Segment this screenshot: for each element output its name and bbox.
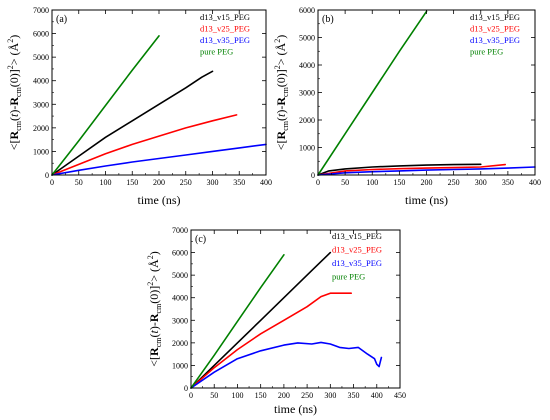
x-tick-label: 250 xyxy=(180,178,192,187)
x-axis-title: time (ns) xyxy=(405,193,448,207)
panel-c: 0 50 100 150 200 250 300 350 400 450 0 1000 2000 3000… xyxy=(146,226,406,416)
x-tick-label: 200 xyxy=(153,178,165,187)
x-tick-label: 300 xyxy=(475,178,487,187)
x-tick-label: 0 xyxy=(50,178,54,187)
legend-entry: pure PEG xyxy=(332,272,365,282)
y-tick-label: 4000 xyxy=(33,77,49,86)
series-line-pure-peg xyxy=(317,10,428,176)
y-tick-label: 7000 xyxy=(33,6,49,15)
x-tick-label: 150 xyxy=(255,391,267,400)
y-tick-label: 4000 xyxy=(299,61,315,70)
y-tick-label: 0 xyxy=(45,171,49,180)
x-tick-label: 200 xyxy=(278,391,290,400)
x-tick-label: 50 xyxy=(210,391,218,400)
y-tick-label: 6000 xyxy=(172,249,188,258)
legend-entry: d13_v15_PEG xyxy=(470,12,520,22)
y-tick-label: 3000 xyxy=(299,89,315,98)
series-line-d13-v15-peg xyxy=(317,163,482,176)
x-tick-label: 200 xyxy=(421,178,433,187)
y-tick-label: 1000 xyxy=(299,144,315,153)
x-tick-label: 100 xyxy=(100,178,112,187)
legend-entry: d13_v35_PEG xyxy=(200,35,250,45)
legend-entry: d13_v25_PEG xyxy=(470,24,520,34)
x-tick-label: 50 xyxy=(341,178,349,187)
y-tick-label: 2000 xyxy=(299,116,315,125)
x-tick-label: 450 xyxy=(394,391,406,400)
panel-a: 0 50 100 150 200 250 300 350 4000100020003000400… xyxy=(6,6,272,207)
x-tick-label: 150 xyxy=(393,178,405,187)
y-tick-label: 0 xyxy=(184,384,188,393)
series-line-pure-peg xyxy=(190,254,285,389)
series-line-d13-v35-peg xyxy=(190,341,383,389)
x-tick-label: 100 xyxy=(366,178,378,187)
series-line-d13-v15-peg xyxy=(51,70,214,176)
legend-entry: d13_v25_PEG xyxy=(200,24,250,34)
legend-entry: pure PEG xyxy=(200,47,233,57)
x-tick-label: 350 xyxy=(233,178,245,187)
series-line-d13-v35-peg xyxy=(317,166,536,176)
y-tick-label: 3000 xyxy=(33,100,49,109)
y-tick-label: 6000 xyxy=(299,6,315,15)
y-tick-label: 3000 xyxy=(172,316,188,325)
x-axis-title: time (ns) xyxy=(138,193,181,207)
x-tick-label: 250 xyxy=(448,178,460,187)
legend-entry: d13_v25_PEG xyxy=(332,245,382,255)
y-tick-label: 2000 xyxy=(172,339,188,348)
y-tick-label: 6000 xyxy=(33,30,49,39)
y-tick-label: 1000 xyxy=(33,147,49,156)
x-tick-label: 400 xyxy=(260,178,272,187)
panel-b: 0 50 100 150 200 250 300 350 4000100020003000400… xyxy=(273,6,541,207)
x-tick-label: 0 xyxy=(316,178,320,187)
y-tick-label: 7000 xyxy=(172,226,188,235)
y-tick-label: 4000 xyxy=(172,294,188,303)
x-tick-label: 300 xyxy=(324,391,336,400)
series-line-d13-v25-peg xyxy=(51,114,238,176)
x-tick-label: 100 xyxy=(231,391,243,400)
series-line-d13-v25-peg xyxy=(317,163,507,176)
x-tick-label: 300 xyxy=(207,178,219,187)
legend-entry: d13_v35_PEG xyxy=(470,35,520,45)
legend-entry: pure PEG xyxy=(470,47,503,57)
series-line-d13-v25-peg xyxy=(190,292,353,389)
x-tick-label: 400 xyxy=(529,178,541,187)
y-axis-title-a: <[Rcm(t)-Rcm(0)]2> (Å2) xyxy=(6,35,23,150)
legend-entry: d13_v35_PEG xyxy=(332,258,382,268)
x-axis-title: time (ns) xyxy=(274,402,317,416)
series-line-d13-v15-peg xyxy=(190,251,332,389)
series-line-pure-peg xyxy=(51,35,160,176)
y-tick-label: 1000 xyxy=(172,361,188,370)
y-tick-label: 5000 xyxy=(299,34,315,43)
panel-label: (b) xyxy=(322,14,334,25)
legend-entry: d13_v15_PEG xyxy=(332,231,382,241)
x-tick-label: 350 xyxy=(502,178,514,187)
y-tick-label: 5000 xyxy=(33,53,49,62)
x-tick-label: 50 xyxy=(75,178,83,187)
x-tick-label: 350 xyxy=(348,391,360,400)
x-tick-label: 150 xyxy=(126,178,138,187)
y-tick-label: 2000 xyxy=(33,124,49,133)
y-tick-label: 0 xyxy=(311,171,315,180)
legend-entry: d13_v15_PEG xyxy=(200,12,250,22)
x-tick-label: 250 xyxy=(301,391,313,400)
series-line-d13-v35-peg xyxy=(51,143,267,176)
panel-label: (c) xyxy=(195,234,206,245)
x-tick-label: 0 xyxy=(189,391,193,400)
y-axis-title-b: <[Rcm(t)-Rcm(0)]2> (Å2) xyxy=(273,35,290,150)
y-axis-title-c: <[Rcm(t)-Rcm(0)]2> (Å2) xyxy=(146,251,163,366)
x-tick-label: 400 xyxy=(371,391,383,400)
y-tick-label: 5000 xyxy=(172,271,188,280)
panel-label: (a) xyxy=(56,14,67,25)
